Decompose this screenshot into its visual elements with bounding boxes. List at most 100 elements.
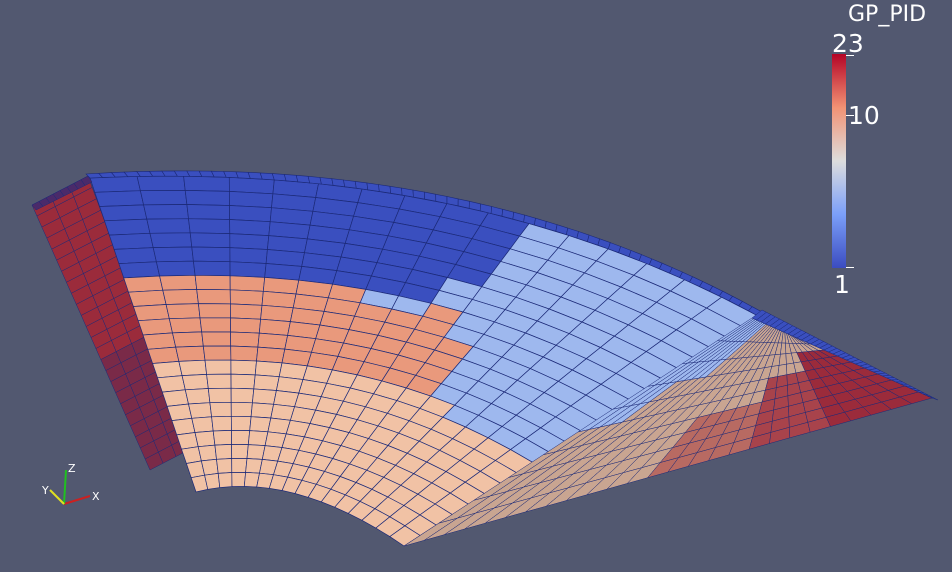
mesh-cell: [229, 289, 264, 306]
mesh-cell: [136, 175, 186, 192]
mesh-cell: [229, 233, 270, 250]
y-axis-label: Y: [41, 484, 49, 497]
mesh-cell: [161, 389, 189, 407]
mesh-cell: [199, 317, 231, 333]
mesh-cell: [89, 176, 141, 193]
mesh-cell: [343, 179, 357, 189]
mesh-cell: [258, 318, 291, 336]
mesh-cell: [230, 303, 263, 320]
mesh-cell: [230, 317, 261, 334]
scalar-bar-max-label: 23: [832, 29, 864, 58]
mesh-cell: [230, 331, 260, 348]
mesh-cell: [252, 388, 277, 405]
scalar-bar-title: GP_PID: [848, 2, 927, 27]
mesh-cell: [216, 458, 233, 474]
mesh-cell: [142, 332, 177, 350]
x-axis-label: X: [92, 490, 100, 503]
mesh-cell: [249, 416, 272, 433]
mesh-cell: [229, 261, 267, 278]
mesh-cell: [172, 331, 204, 348]
mesh-cell: [197, 444, 217, 462]
mesh-cell: [256, 346, 286, 364]
mesh-geometry: [31, 170, 939, 547]
mesh-cell: [162, 289, 199, 305]
mesh-cell: [257, 332, 289, 350]
mesh-cell: [149, 232, 193, 248]
mesh-cell: [113, 247, 157, 264]
mesh-cell: [319, 177, 334, 186]
mesh-cell: [260, 304, 294, 322]
mesh-cell: [188, 402, 212, 419]
mesh-cell: [229, 247, 268, 264]
mesh-cell: [261, 290, 297, 309]
mesh-cell: [80, 175, 93, 186]
mesh-cell: [777, 363, 788, 377]
mesh-cell: [191, 246, 231, 263]
mesh-cell: [206, 373, 232, 389]
mesh-cell: [209, 401, 232, 418]
mesh-cell: [354, 181, 369, 191]
mesh-cell: [143, 204, 189, 220]
mesh-cell: [194, 430, 216, 448]
mesh-cell: [175, 345, 206, 362]
mesh-cell: [331, 178, 346, 188]
mesh-cell: [104, 218, 151, 236]
mesh-cell: [231, 472, 246, 487]
mesh-cell: [196, 289, 231, 305]
mesh-cell: [271, 173, 287, 182]
mesh-cell: [132, 304, 170, 322]
mesh-cell: [184, 190, 230, 206]
mesh-cell: [927, 395, 939, 401]
mesh-cell: [191, 416, 214, 433]
mesh-cell: [201, 331, 232, 347]
mesh-cell: [184, 388, 211, 405]
mesh-cell: [230, 387, 255, 404]
z-axis-label: Z: [68, 462, 76, 475]
mesh-cell: [295, 174, 311, 184]
mesh-cell: [123, 275, 164, 293]
scalar-bar-gradient: [832, 54, 846, 268]
mesh-cell: [230, 373, 256, 390]
mesh-cell: [228, 177, 275, 195]
mesh-cell: [366, 182, 380, 192]
mesh-cell: [186, 204, 230, 220]
mesh-cell: [128, 289, 167, 307]
mesh-cell: [202, 345, 232, 361]
mesh-cell: [152, 361, 183, 379]
mesh-cell: [253, 374, 280, 391]
scalar-bar-mid-label: 10: [848, 101, 880, 130]
scalar-bar-tick-mid: [846, 115, 854, 116]
mesh-cell: [193, 260, 231, 277]
mesh-cell: [166, 403, 193, 421]
mesh-cell: [229, 191, 274, 209]
mesh-cell: [165, 303, 201, 320]
mesh-cell: [207, 387, 232, 404]
mesh-cell: [159, 274, 198, 291]
x-axis-line: [63, 495, 91, 505]
mesh-cell: [246, 444, 266, 460]
mesh-cell: [283, 174, 299, 183]
mesh-cell: [230, 415, 252, 431]
scalar-bar-tick-max: [846, 55, 854, 56]
mesh-cell: [147, 346, 180, 364]
mesh-cell: [231, 458, 248, 473]
mesh-cell: [229, 205, 272, 223]
mesh-cell: [108, 232, 154, 250]
mesh-cell: [231, 444, 249, 459]
mesh-cell: [155, 260, 196, 277]
mesh-cell: [230, 359, 257, 376]
mesh-cell: [157, 375, 186, 393]
scalar-bar-tick-min: [846, 267, 854, 268]
mesh-cell: [212, 430, 232, 446]
mesh-cell: [181, 374, 209, 391]
scalar-bar[interactable]: [832, 54, 846, 268]
mesh-cell: [178, 359, 207, 376]
mesh-cell: [99, 204, 148, 222]
mesh-cell: [198, 303, 231, 319]
mesh-cell: [211, 415, 232, 432]
mesh-cell: [168, 317, 203, 334]
mesh-cell: [118, 261, 161, 279]
mesh-cell: [152, 246, 194, 263]
